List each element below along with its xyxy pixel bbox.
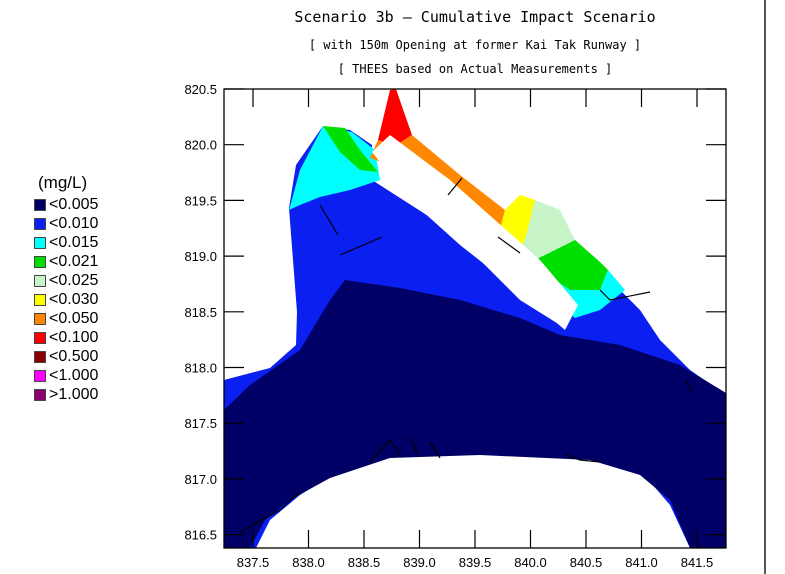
legend-swatch [34,293,46,306]
x-tick-label: 840.0 [514,555,547,570]
y-tick-label: 818.5 [184,305,217,320]
legend-label: >1.000 [49,385,99,403]
legend-swatch [34,274,46,287]
legend-item: <0.500 [34,347,98,366]
map-subtitle-opening: [ with 150m Opening at former Kai Tak Ru… [308,38,642,52]
legend-label: <0.030 [49,290,99,308]
legend-label: <0.100 [49,328,99,346]
legend-item: <0.100 [34,328,98,347]
legend-item: >1.000 [34,385,98,404]
map-subtitle-thees: [ THEES based on Actual Measurements ] [337,62,613,76]
x-tick-label: 837.5 [237,555,270,570]
legend-swatch [34,217,46,230]
axis-ticks [224,88,726,548]
legend-title: (mg/L) [38,173,88,192]
x-tick-label: 840.5 [570,555,603,570]
x-tick-label: 839.0 [403,555,436,570]
x-tick-label: 841.0 [625,555,658,570]
legend-item: <0.010 [34,214,98,233]
legend-swatch [34,198,46,211]
legend-item: <0.005 [34,195,98,214]
region-0021-channel [530,240,608,290]
legend-item: <0.050 [34,309,98,328]
x-tick-label: 839.5 [459,555,492,570]
x-tick-label: 838.0 [292,555,325,570]
legend-label: <0.050 [49,309,99,327]
y-axis-labels: 820.5 820.0 819.5 819.0 818.5 818.0 817.5 817.0… [184,82,217,543]
y-tick-label: 820.0 [184,138,217,153]
legend-swatch [34,312,46,325]
x-axis-labels: 837.5 838.0 838.5 839.0 839.5 840.0 840.5 841.0… [237,555,714,570]
legend-swatch [34,236,46,249]
y-tick-label: 817.5 [184,416,217,431]
legend-swatch [34,255,46,268]
y-tick-label: 816.5 [184,528,217,543]
legend-label: <0.025 [49,271,99,289]
map-title: Scenario 3b – Cumulative Impact Scenario [294,8,656,26]
legend-label: <0.010 [49,214,99,232]
legend-swatch [34,350,46,363]
y-tick-label: 819.0 [184,249,217,264]
y-tick-label: 817.0 [184,472,217,487]
y-tick-label: 820.5 [184,82,217,97]
legend: (mg/L) <0.005 <0.010 <0.015 <0.021 <0.025 <0.… [34,173,98,404]
legend-item: <0.015 [34,233,98,252]
legend-label: <0.005 [49,195,99,213]
region-0005 [224,280,726,548]
map-layers [224,89,726,548]
legend-label: <0.015 [49,233,99,251]
x-tick-label: 841.5 [681,555,714,570]
y-tick-label: 818.0 [184,361,217,376]
x-tick-label: 838.5 [348,555,381,570]
legend-item: <0.025 [34,271,98,290]
shoreline-details [239,177,693,533]
frame-divider [764,0,766,574]
region-0100-tip [378,89,412,146]
legend-swatch [34,369,46,382]
legend-swatch [34,388,46,401]
y-tick-label: 819.5 [184,193,217,208]
legend-item: <1.000 [34,366,98,385]
runway-land [372,135,578,330]
region-0021-north [323,126,378,172]
legend-item: <0.021 [34,252,98,271]
legend-label: <1.000 [49,366,99,384]
legend-label: <0.500 [49,347,99,365]
legend-swatch [34,331,46,344]
legend-label: <0.021 [49,252,99,270]
region-0025-channel [515,200,575,262]
legend-item: <0.030 [34,290,98,309]
